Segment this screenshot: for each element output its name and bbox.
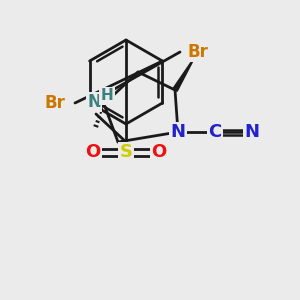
Text: Br: Br — [188, 43, 208, 61]
Polygon shape — [173, 55, 196, 91]
Text: O: O — [85, 143, 100, 161]
Text: O: O — [152, 143, 166, 161]
Text: N: N — [244, 123, 260, 141]
Text: Br: Br — [45, 94, 65, 112]
Text: C: C — [208, 123, 222, 141]
Text: N: N — [87, 93, 101, 111]
Text: S: S — [119, 143, 133, 161]
Text: H: H — [100, 88, 113, 104]
Text: N: N — [170, 123, 185, 141]
